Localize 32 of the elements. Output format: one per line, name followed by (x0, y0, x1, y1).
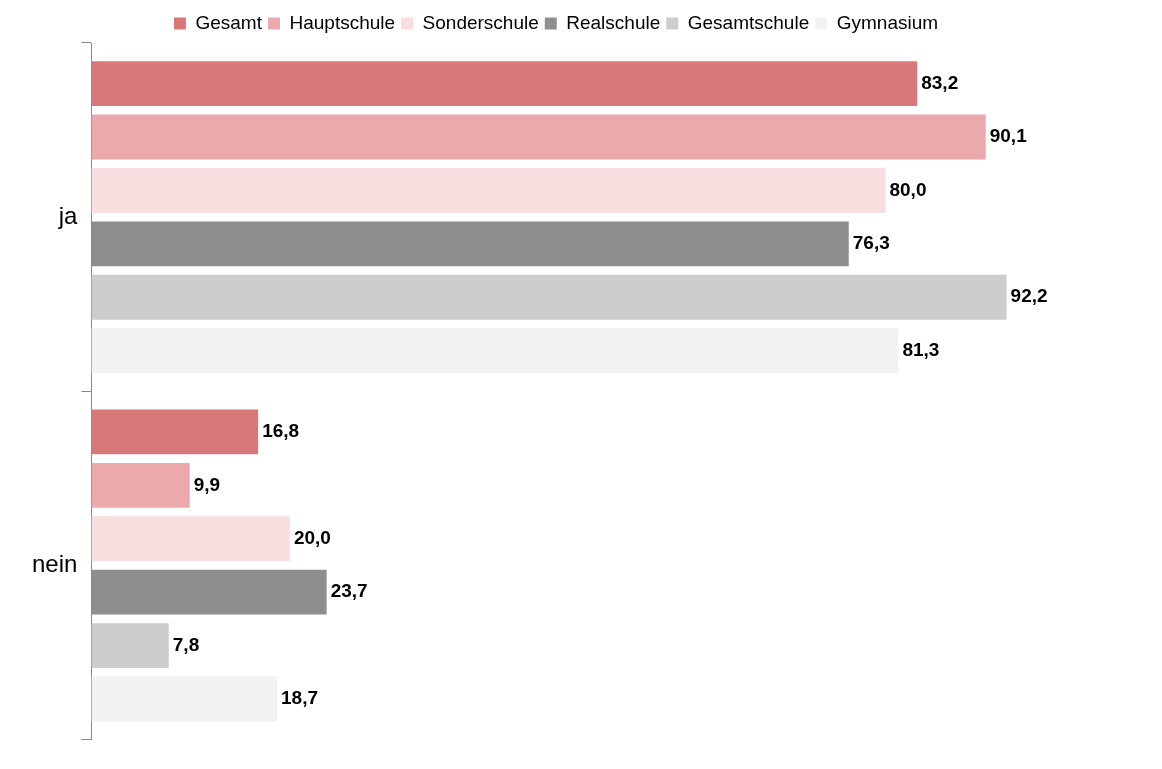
data-label: 16,8 (262, 420, 300, 442)
legend-label: Realschule (566, 11, 661, 33)
data-label: 80,0 (889, 178, 927, 200)
bar (91, 516, 290, 562)
legend-label: Hauptschule (289, 11, 396, 33)
bar (91, 462, 190, 508)
y-tick-label: nein (32, 550, 78, 578)
bar (91, 623, 169, 668)
data-label: 92,2 (1010, 285, 1048, 307)
data-label: 81,3 (902, 338, 940, 360)
legend-label: Gymnasium (836, 11, 939, 33)
data-label: 90,1 (989, 125, 1028, 147)
y-tick-label: ja (57, 201, 79, 229)
bar (91, 274, 1007, 320)
data-label: 83,2 (921, 71, 959, 93)
bar (91, 328, 899, 374)
bar (91, 114, 986, 160)
bar (91, 569, 327, 615)
data-label: 76,3 (852, 232, 890, 254)
bar (91, 409, 259, 455)
data-label: 23,7 (330, 580, 368, 602)
data-label: 7,8 (172, 633, 200, 655)
bar (91, 676, 277, 722)
legend-label: Gesamt (195, 11, 263, 33)
bar (91, 61, 918, 107)
data-label: 18,7 (281, 687, 318, 709)
data-label: 9,9 (193, 473, 221, 495)
legend-label: Sonderschule (422, 11, 539, 33)
bar (91, 221, 849, 267)
data-label: 20,0 (293, 526, 331, 548)
legend-label: Gesamtschule (687, 11, 810, 33)
bar (91, 168, 886, 213)
